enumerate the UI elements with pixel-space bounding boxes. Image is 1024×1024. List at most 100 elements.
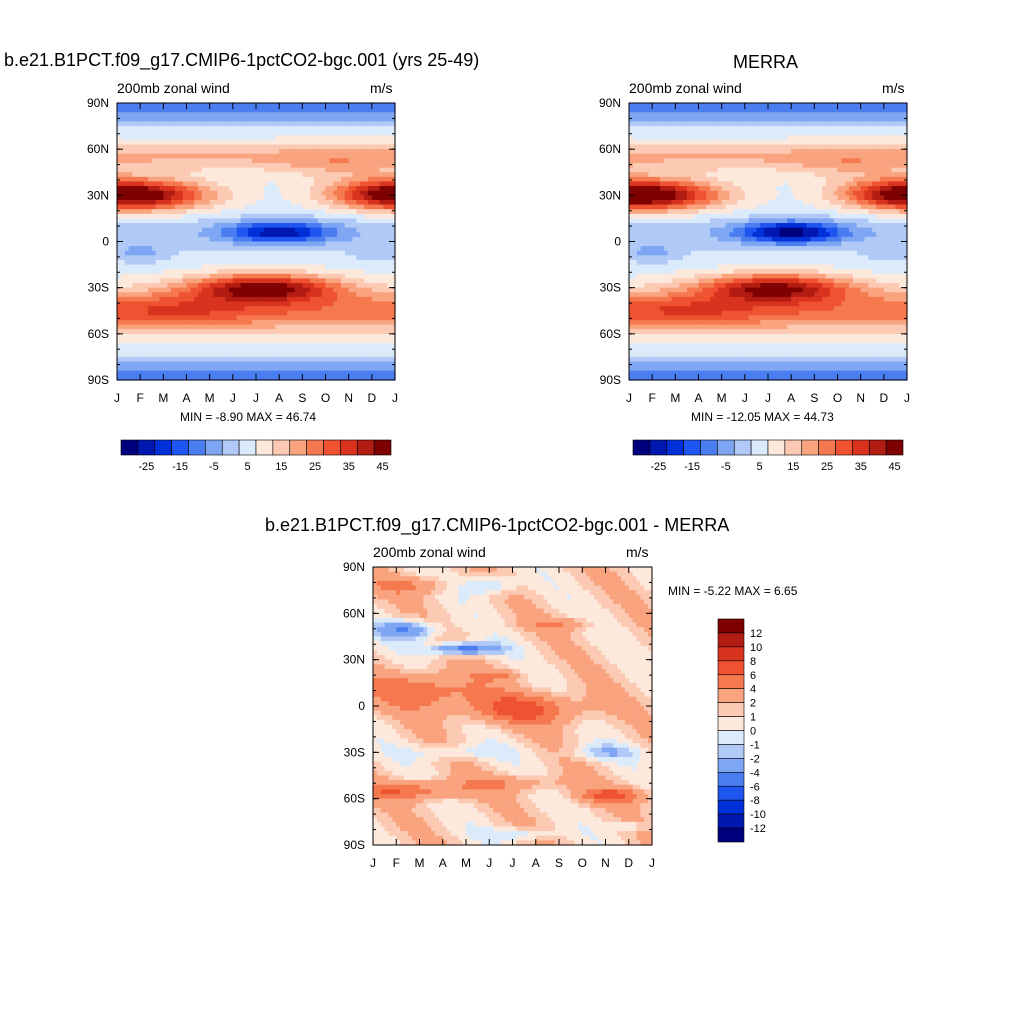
heatmap-cell [302, 269, 307, 275]
heatmap-cell [344, 167, 350, 173]
heatmap-cell [729, 121, 734, 127]
heatmap-cell [313, 375, 319, 381]
heatmap-cell [225, 278, 230, 284]
heatmap-cell [364, 139, 369, 146]
heatmap-cell [259, 167, 265, 173]
heatmap-cell [259, 259, 265, 266]
heatmap-cell [163, 241, 168, 247]
heatmap-cell [294, 315, 300, 321]
heatmap-cell [190, 204, 195, 210]
heatmap-cell [290, 347, 296, 353]
heatmap-cell [267, 163, 273, 169]
heatmap-cell [151, 121, 157, 127]
heatmap-cell [232, 333, 238, 340]
heatmap-cell [256, 241, 261, 247]
heatmap-cell [248, 338, 253, 344]
heatmap-cell [140, 366, 145, 372]
heatmap-cell [352, 163, 357, 169]
heatmap-cell [329, 273, 334, 280]
heatmap-cell [710, 107, 715, 113]
heatmap-cell [286, 103, 292, 109]
heatmap-cell [205, 126, 211, 132]
heatmap-cell [217, 139, 222, 146]
heatmap-cell [348, 112, 354, 118]
heatmap-cell [213, 130, 218, 136]
heatmap-cell [356, 158, 361, 164]
heatmap-cell [364, 347, 369, 353]
heatmap-cell [128, 199, 134, 206]
panel1-variable-label: 200mb zonal wind [117, 80, 230, 96]
heatmap-cell [313, 130, 319, 136]
heatmap-cell [182, 296, 188, 303]
heatmap-cell [144, 347, 149, 353]
heatmap-cell [371, 287, 377, 293]
heatmap-cell [140, 264, 145, 270]
heatmap-cell [244, 103, 249, 109]
heatmap-cell [317, 190, 323, 196]
heatmap-cell [198, 121, 203, 127]
heatmap-cell [352, 144, 357, 150]
heatmap-cell [182, 167, 188, 173]
heatmap-cell [194, 287, 199, 293]
heatmap-cell [344, 343, 350, 349]
heatmap-cell [267, 232, 273, 238]
heatmap-cell [186, 306, 191, 312]
heatmap-cell [294, 246, 300, 252]
heatmap-cell [147, 352, 153, 358]
heatmap-cell [818, 121, 823, 127]
heatmap-cell [182, 255, 188, 261]
heatmap-cell [872, 103, 877, 109]
heatmap-cell [236, 356, 242, 363]
heatmap-cell [213, 296, 218, 303]
heatmap-cell [313, 324, 319, 330]
heatmap-cell [352, 223, 357, 229]
heatmap-cell [325, 375, 330, 381]
heatmap-cell [302, 176, 307, 183]
heatmap-cell [849, 103, 854, 109]
heatmap-cell [845, 107, 850, 113]
heatmap-cell [694, 112, 700, 118]
heatmap-cell [383, 103, 388, 109]
heatmap-cell [791, 107, 796, 113]
heatmap-cell [186, 144, 191, 150]
heatmap-cell [194, 130, 199, 136]
heatmap-cell [252, 103, 257, 109]
heatmap-cell [795, 121, 800, 127]
heatmap-cell [275, 361, 280, 367]
heatmap-cell [178, 246, 184, 252]
heatmap-cell [205, 264, 211, 270]
heatmap-cell [364, 269, 369, 275]
heatmap-cell [120, 181, 126, 187]
heatmap-cell [679, 130, 684, 136]
heatmap-cell [144, 287, 149, 293]
heatmap-cell [217, 103, 222, 109]
heatmap-cell [132, 204, 137, 210]
heatmap-cell [298, 356, 303, 363]
heatmap-cell [391, 370, 396, 376]
heatmap-cell [383, 172, 388, 178]
heatmap-cell [267, 199, 273, 206]
heatmap-cell [283, 333, 288, 340]
heatmap-cell [391, 375, 396, 381]
heatmap-cell [310, 292, 315, 298]
heatmap-cell [364, 375, 369, 381]
heatmap-cell [822, 107, 827, 113]
heatmap-cell [201, 223, 207, 229]
heatmap-cell [159, 343, 164, 349]
heatmap-cell [140, 227, 145, 233]
heatmap-cell [629, 121, 634, 127]
heatmap-cell [228, 112, 234, 118]
heatmap-cell [132, 144, 137, 150]
heatmap-cell [201, 195, 207, 201]
heatmap-cell [306, 292, 311, 298]
heatmap-cell [667, 103, 673, 109]
heatmap-cell [124, 250, 130, 256]
heatmap-cell [132, 176, 137, 183]
heatmap-cell [167, 107, 172, 113]
heatmap-cell [267, 139, 273, 146]
heatmap-cell [814, 107, 819, 113]
heatmap-cell [286, 264, 292, 270]
heatmap-cell [217, 324, 222, 330]
heatmap-cell [340, 283, 346, 289]
heatmap-cell [271, 283, 276, 289]
